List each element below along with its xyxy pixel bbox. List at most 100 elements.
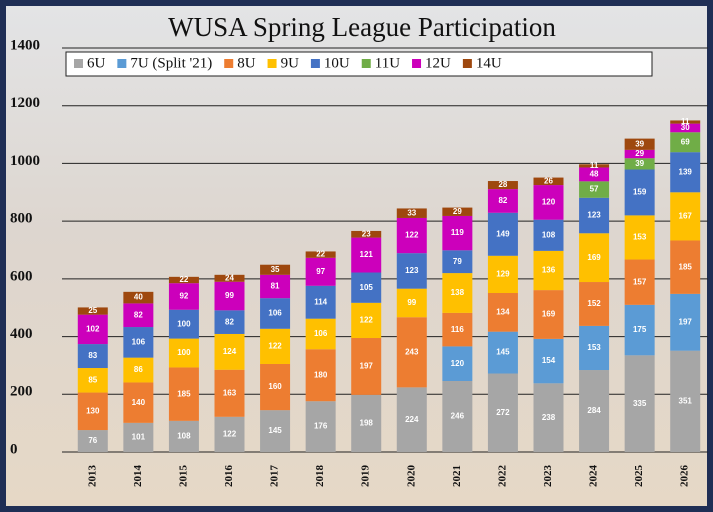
legend-swatch: [74, 59, 83, 68]
data-label: 92: [179, 292, 188, 301]
data-label: 11: [681, 117, 690, 126]
data-label: 97: [316, 267, 325, 276]
x-tick-label: 2025: [633, 465, 645, 488]
data-label: 152: [587, 299, 601, 308]
data-label: 139: [679, 167, 693, 176]
data-label: 108: [177, 432, 191, 441]
data-label: 86: [134, 365, 143, 374]
data-label: 130: [86, 406, 100, 415]
data-label: 243: [405, 347, 419, 356]
data-label: 138: [451, 288, 465, 297]
data-label: 82: [498, 196, 507, 205]
data-label: 122: [360, 316, 374, 325]
data-label: 123: [587, 211, 601, 220]
data-label: 154: [542, 356, 556, 365]
data-label: 29: [635, 149, 644, 158]
y-tick-label: 1400: [10, 37, 40, 53]
data-label: 22: [316, 250, 325, 259]
legend-label: 9U: [281, 55, 300, 71]
data-label: 116: [451, 325, 464, 334]
data-label: 85: [88, 375, 97, 384]
y-tick-label: 400: [10, 326, 33, 342]
y-tick-label: 200: [10, 384, 33, 400]
x-tick-label: 2024: [588, 465, 600, 488]
data-label: 185: [177, 389, 191, 398]
y-tick-label: 800: [10, 211, 33, 227]
y-tick-label: 600: [10, 268, 33, 284]
data-label: 39: [635, 139, 644, 148]
data-label: 335: [633, 399, 647, 408]
data-label: 100: [177, 348, 191, 357]
data-label: 119: [451, 228, 464, 237]
data-label: 106: [132, 337, 146, 346]
data-label: 82: [134, 310, 143, 319]
y-tick-label: 0: [10, 441, 18, 457]
data-label: 145: [496, 348, 510, 357]
y-tick-label: 1000: [10, 153, 40, 169]
data-label: 81: [271, 282, 280, 291]
data-label: 82: [225, 317, 234, 326]
data-label: 108: [542, 230, 556, 239]
data-label: 198: [360, 419, 374, 428]
data-label: 120: [451, 359, 465, 368]
x-tick-label: 2018: [314, 465, 326, 488]
x-tick-label: 2021: [451, 465, 463, 487]
data-label: 114: [314, 297, 327, 306]
data-label: 197: [679, 317, 693, 326]
data-label: 99: [407, 298, 416, 307]
data-label: 175: [633, 325, 647, 334]
x-tick-label: 2022: [496, 465, 508, 488]
data-label: 136: [542, 266, 556, 275]
data-label: 129: [496, 269, 510, 278]
data-label: 163: [223, 388, 237, 397]
legend-swatch: [362, 59, 371, 68]
legend-label: 8U: [237, 55, 256, 71]
x-tick-label: 2023: [542, 465, 554, 488]
legend-swatch: [224, 59, 233, 68]
x-tick-label: 2013: [86, 465, 98, 488]
data-label: 23: [362, 229, 371, 238]
data-label: 180: [314, 370, 328, 379]
data-label: 106: [314, 329, 328, 338]
legend-swatch: [117, 59, 126, 68]
data-label: 33: [407, 208, 416, 217]
legend-label: 10U: [324, 55, 350, 71]
data-label: 79: [453, 257, 462, 266]
data-label: 101: [132, 433, 146, 442]
x-tick-label: 2014: [132, 465, 144, 488]
legend-label: 7U (Split '21): [130, 55, 212, 71]
data-label: 40: [134, 293, 143, 302]
legend-label: 12U: [425, 55, 451, 71]
x-tick-label: 2017: [269, 465, 281, 488]
data-label: 169: [542, 310, 556, 319]
legend-swatch: [412, 59, 421, 68]
data-label: 11: [590, 161, 599, 170]
legend-swatch: [311, 59, 320, 68]
data-label: 122: [223, 430, 237, 439]
data-label: 25: [88, 306, 97, 315]
data-label: 106: [268, 309, 282, 318]
x-tick-label: 2020: [405, 465, 417, 488]
legend-swatch: [463, 59, 472, 68]
data-label: 29: [453, 207, 462, 216]
data-label: 238: [542, 413, 556, 422]
data-label: 122: [405, 231, 419, 240]
data-label: 224: [405, 415, 419, 424]
data-label: 149: [496, 229, 510, 238]
data-label: 351: [679, 396, 693, 405]
data-label: 120: [542, 197, 556, 206]
data-label: 124: [223, 347, 237, 356]
data-label: 83: [88, 351, 97, 360]
data-label: 102: [86, 324, 100, 333]
data-label: 167: [679, 211, 693, 220]
data-label: 28: [498, 180, 507, 189]
x-tick-label: 2015: [177, 465, 189, 488]
data-label: 145: [268, 426, 282, 435]
x-tick-label: 2026: [679, 465, 691, 488]
legend-label: 6U: [87, 55, 106, 71]
data-label: 284: [587, 406, 601, 415]
data-label: 22: [179, 275, 188, 284]
chart-title: WUSA Spring League Participation: [168, 12, 556, 42]
data-label: 35: [271, 265, 280, 274]
data-label: 160: [268, 382, 282, 391]
